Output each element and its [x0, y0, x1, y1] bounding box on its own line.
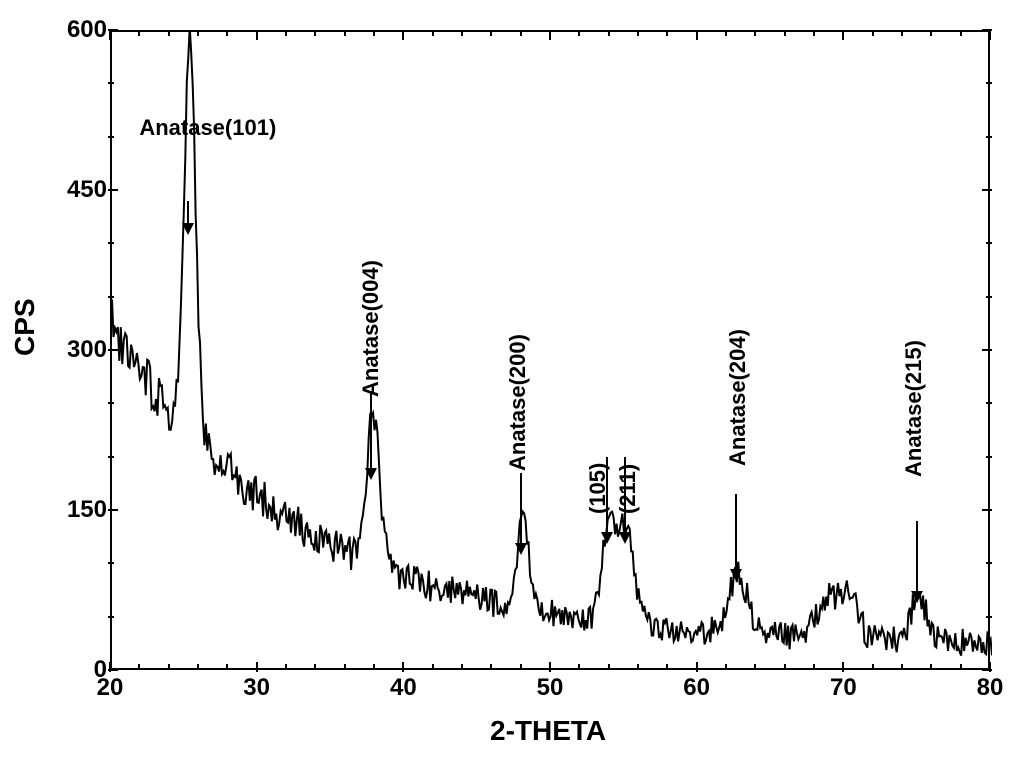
x-tick-label: 80 — [977, 674, 1004, 702]
x-tick-label: 30 — [243, 674, 270, 702]
y-tick-mark-right — [982, 349, 992, 351]
xrd-chart: CPS 2-THETA 015030045060020304050607080 … — [10, 10, 1015, 757]
y-tick-mark — [108, 189, 118, 191]
peak-label: Anatase(004) — [358, 260, 384, 397]
peak-arrow — [735, 494, 737, 579]
x-tick-label: 50 — [537, 674, 564, 702]
peak-label: Anatase(204) — [725, 329, 751, 466]
peak-label: Anatase(200) — [505, 334, 531, 471]
peak-arrow — [520, 473, 522, 553]
y-tick-label: 300 — [67, 336, 107, 364]
y-axis-label: CPS — [9, 298, 41, 356]
y-tick-label: 450 — [67, 176, 107, 204]
x-tick-mark — [109, 662, 111, 672]
y-tick-label: 600 — [67, 16, 107, 44]
x-tick-label: 40 — [390, 674, 417, 702]
x-tick-mark — [842, 662, 844, 672]
peak-label: (211) — [615, 464, 641, 514]
peak-arrow — [370, 393, 372, 478]
x-tick-mark — [696, 662, 698, 672]
peak-arrow — [187, 201, 189, 233]
y-tick-mark — [108, 509, 118, 511]
x-tick-label: 70 — [830, 674, 857, 702]
x-tick-mark — [256, 662, 258, 672]
peak-label: Anatase(101) — [139, 115, 276, 141]
peak-label: (105) — [585, 463, 611, 514]
peak-arrow — [916, 521, 918, 601]
peak-label: Anatase(215) — [901, 340, 927, 477]
y-tick-mark-right — [982, 509, 992, 511]
x-tick-mark — [989, 662, 991, 672]
x-tick-label: 20 — [97, 674, 124, 702]
y-tick-mark-right — [982, 189, 992, 191]
y-tick-mark — [108, 349, 118, 351]
x-tick-mark — [549, 662, 551, 672]
x-tick-label: 60 — [683, 674, 710, 702]
y-tick-label: 150 — [67, 496, 107, 524]
x-axis-label: 2-THETA — [490, 715, 606, 747]
x-tick-mark — [402, 662, 404, 672]
